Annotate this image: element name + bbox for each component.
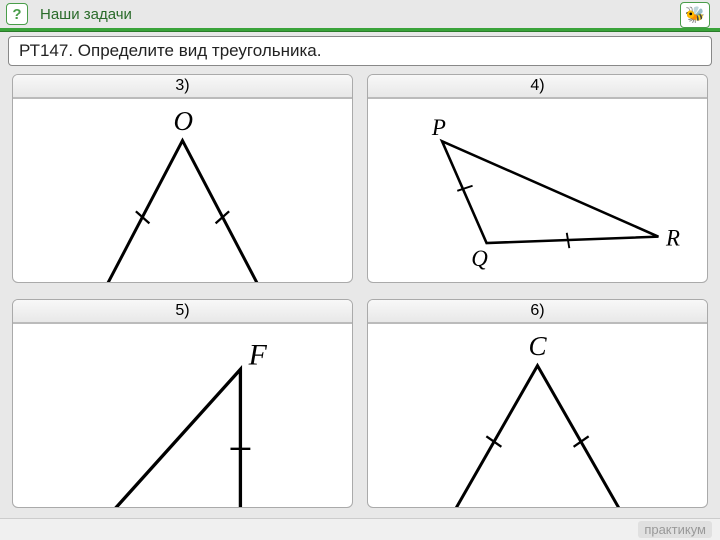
task-description: РТ147. Определите вид треугольника.: [8, 36, 712, 66]
header-divider: [0, 28, 720, 32]
svg-text:R: R: [665, 226, 680, 251]
card-3: 3) O D E: [12, 74, 353, 283]
footer: практикум: [0, 518, 720, 540]
card-6: 6) C A E: [367, 299, 708, 508]
card-5-label: 5): [13, 300, 352, 324]
bee-icon[interactable]: 🐝: [680, 2, 710, 28]
card-5-figure: F S T: [13, 324, 352, 508]
header: ? Наши задачи 🐝: [0, 0, 720, 28]
card-3-label: 3): [13, 75, 352, 99]
page-title: Наши задачи: [40, 6, 132, 23]
cards-grid: 3) O D E 4) P Q R: [0, 70, 720, 518]
card-3-figure: O D E: [13, 99, 352, 283]
card-4: 4) P Q R: [367, 74, 708, 283]
svg-text:P: P: [431, 115, 446, 140]
card-5: 5) F S T: [12, 299, 353, 508]
footer-tag: практикум: [638, 521, 712, 538]
card-6-figure: C A E: [368, 324, 707, 508]
card-4-label: 4): [368, 75, 707, 99]
card-4-figure: P Q R: [368, 99, 707, 283]
svg-text:F: F: [248, 338, 268, 371]
help-button[interactable]: ?: [6, 3, 28, 25]
bee-glyph: 🐝: [685, 5, 705, 25]
svg-text:C: C: [528, 331, 547, 361]
svg-text:O: O: [173, 106, 193, 136]
card-6-label: 6): [368, 300, 707, 324]
svg-text:Q: Q: [471, 246, 488, 271]
